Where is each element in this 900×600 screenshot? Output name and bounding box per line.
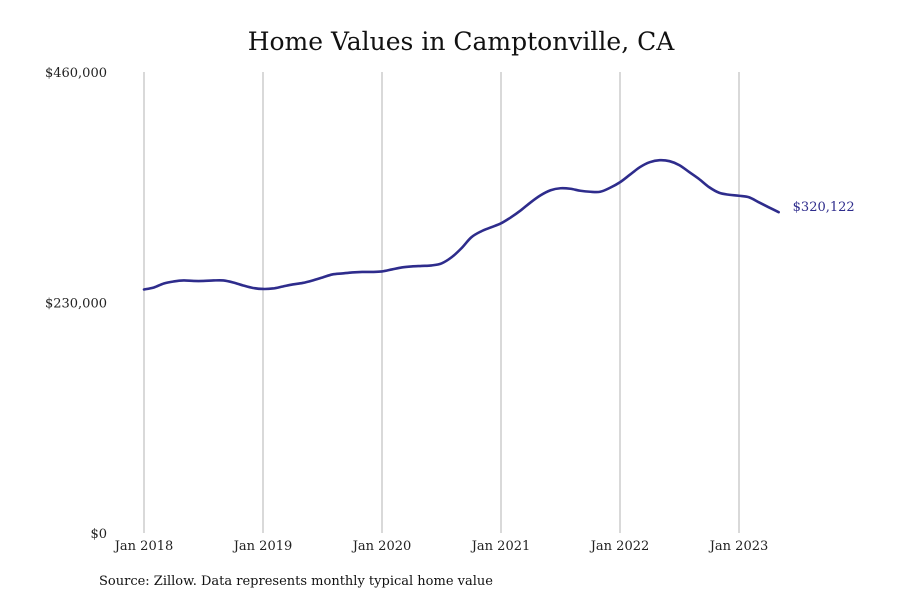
x-tick-label-3: Jan 2021 [470,539,531,554]
x-tick-label-1: Jan 2019 [232,539,293,554]
source-note: Source: Zillow. Data represents monthly … [99,574,493,589]
x-tick-label-2: Jan 2020 [351,539,412,554]
x-tick-label-0: Jan 2018 [113,539,174,554]
chart-title: Home Values in Camptonville, CA [248,27,676,56]
y-tick-label-2: $460,000 [45,66,107,81]
x-tick-label-5: Jan 2023 [708,539,769,554]
y-tick-label-1: $230,000 [45,297,107,312]
gridlines [143,72,740,533]
x-axis-tick-labels: Jan 2018 Jan 2019 Jan 2020 Jan 2021 Jan 2022… [113,539,769,554]
y-tick-label-0: $0 [90,527,107,542]
series-layer [142,158,780,291]
x-tick-label-4: Jan 2022 [589,539,650,554]
end-value-label: $320,122 [793,200,855,215]
y-axis-tick-labels: $0 $230,000 $460,000 [45,66,107,542]
series-line-0 [142,158,780,291]
